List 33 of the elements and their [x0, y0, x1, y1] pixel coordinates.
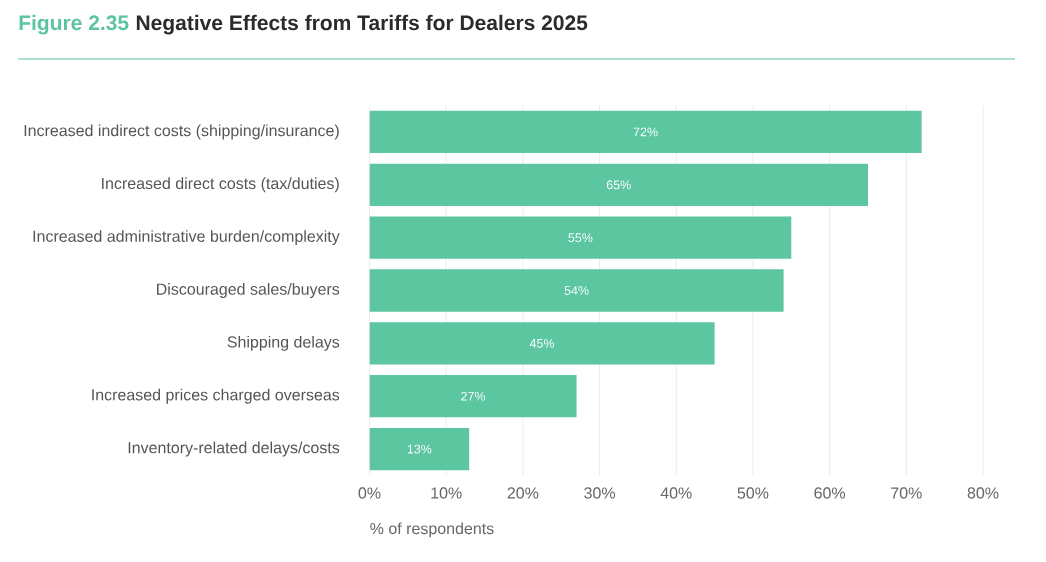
- x-tick-label: 20%: [507, 487, 539, 499]
- data-label: 55%: [568, 233, 593, 243]
- y-tick-label: Increased indirect costs (shipping/insurance): [24, 124, 339, 140]
- y-tick-label: Increased prices charged overseas: [92, 388, 340, 404]
- x-tick-label: 50%: [737, 487, 769, 499]
- chart-title: Negative Effects from Tariffs for Dealers 2025: [136, 14, 588, 35]
- y-tick-label: Shipping delays: [227, 335, 340, 351]
- data-label: 13%: [407, 444, 432, 454]
- bar: [369, 163, 868, 206]
- x-tick-label: 60%: [814, 487, 846, 499]
- x-tick-label: 80%: [967, 487, 999, 499]
- bar: [369, 322, 715, 365]
- x-tick-label: 10%: [431, 487, 462, 499]
- data-label: 45%: [529, 338, 555, 348]
- y-tick-label: Inventory-related delays/costs: [128, 441, 340, 457]
- caption: Figure 2.35: [19, 14, 129, 35]
- data-label: 65%: [606, 180, 631, 190]
- y-tick-label: Discouraged sales/buyers: [157, 283, 340, 298]
- data-label: 54%: [564, 286, 589, 295]
- x-tick-label: 40%: [660, 487, 692, 499]
- x-axis-title: % of respondents: [370, 522, 494, 538]
- y-tick-label: Increased administrative burden/complexity: [33, 230, 340, 246]
- bar: [369, 269, 784, 312]
- y-tick-label: Increased direct costs (tax/duties): [102, 177, 339, 193]
- data-label: 72%: [633, 127, 658, 137]
- x-tick-label: 30%: [584, 487, 615, 499]
- x-tick-label: 70%: [891, 487, 922, 499]
- bar: [369, 216, 792, 259]
- x-tick-label: 0%: [358, 487, 381, 499]
- bar: [369, 375, 577, 418]
- bar: [369, 427, 470, 471]
- data-label: 27%: [461, 391, 486, 401]
- bar: [369, 110, 922, 154]
